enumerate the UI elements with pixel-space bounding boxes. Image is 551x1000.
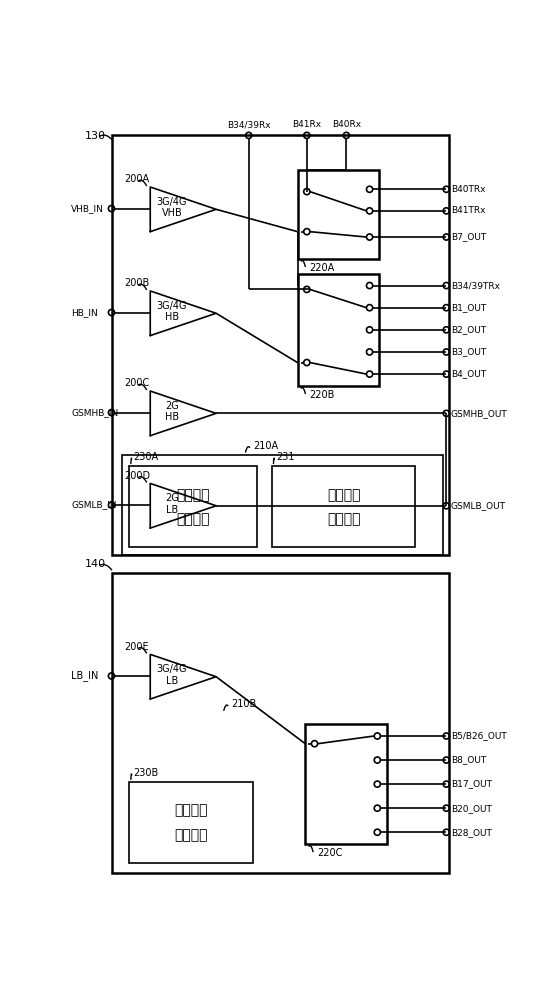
Text: B17_OUT: B17_OUT [451,780,492,789]
Text: GSMHB_OUT: GSMHB_OUT [451,409,507,418]
Text: 3G/4G: 3G/4G [156,301,187,311]
Text: 2G: 2G [165,493,179,503]
Text: B4_OUT: B4_OUT [451,370,486,379]
Text: 200D: 200D [125,471,151,481]
Text: 偏置电流: 偏置电流 [175,803,208,817]
Text: 200B: 200B [125,278,150,288]
Text: 偏置电流: 偏置电流 [176,488,210,502]
Text: 200E: 200E [125,642,149,652]
Text: HB_IN: HB_IN [71,308,98,317]
Text: 210B: 210B [231,699,257,709]
Text: HB: HB [165,412,179,422]
Text: 2G: 2G [165,401,179,411]
Text: B1_OUT: B1_OUT [451,303,486,312]
Text: 220A: 220A [309,263,334,273]
Text: B34/39Rx: B34/39Rx [227,120,271,129]
Text: B40TRx: B40TRx [451,185,485,194]
Text: 230B: 230B [133,768,159,778]
Text: 220B: 220B [309,390,334,400]
Text: 转换电路: 转换电路 [327,512,360,526]
Bar [298,170,379,259]
Text: B41Rx: B41Rx [292,120,321,129]
Text: B28_OUT: B28_OUT [451,828,492,837]
Text: 200A: 200A [125,174,150,184]
Text: GSMLB_OUT: GSMLB_OUT [451,501,506,510]
Text: B20_OUT: B20_OUT [451,804,492,813]
Text: 220C: 220C [317,848,342,858]
Text: 3G/4G: 3G/4G [156,664,187,674]
Bar [129,466,257,547]
Text: 210A: 210A [253,441,278,451]
Bar [272,466,415,547]
Text: LB: LB [166,505,178,515]
Text: 130: 130 [84,131,105,141]
Bar [122,455,443,555]
Text: 生成电路: 生成电路 [175,828,208,842]
Bar [111,573,449,873]
Text: HB: HB [165,312,179,322]
Text: 3G/4G: 3G/4G [156,197,187,207]
Text: B34/39TRx: B34/39TRx [451,281,500,290]
Text: 231: 231 [276,452,294,462]
Text: B5/B26_OUT: B5/B26_OUT [451,732,507,740]
Bar [111,135,449,555]
Text: VHB: VHB [161,208,182,218]
Text: B2_OUT: B2_OUT [451,325,486,334]
Text: 230A: 230A [133,452,158,462]
Bar [129,782,253,863]
Text: VHB_IN: VHB_IN [71,204,104,213]
Text: B7_OUT: B7_OUT [451,233,486,242]
Text: GSMHB_IN: GSMHB_IN [71,408,118,417]
Text: 140: 140 [84,559,105,569]
Text: B3_OUT: B3_OUT [451,347,486,356]
Text: B8_OUT: B8_OUT [451,756,486,765]
Text: 200C: 200C [125,378,150,388]
Text: LB: LB [166,676,178,686]
Text: B40Rx: B40Rx [332,120,361,129]
Bar [305,724,387,844]
Text: 偏置电流: 偏置电流 [327,488,360,502]
Text: GSMLB_IN: GSMLB_IN [71,500,117,510]
Text: B41TRx: B41TRx [451,206,485,215]
Bar [298,274,379,386]
Text: LB_IN: LB_IN [71,670,99,681]
Text: 生成电路: 生成电路 [176,512,210,526]
